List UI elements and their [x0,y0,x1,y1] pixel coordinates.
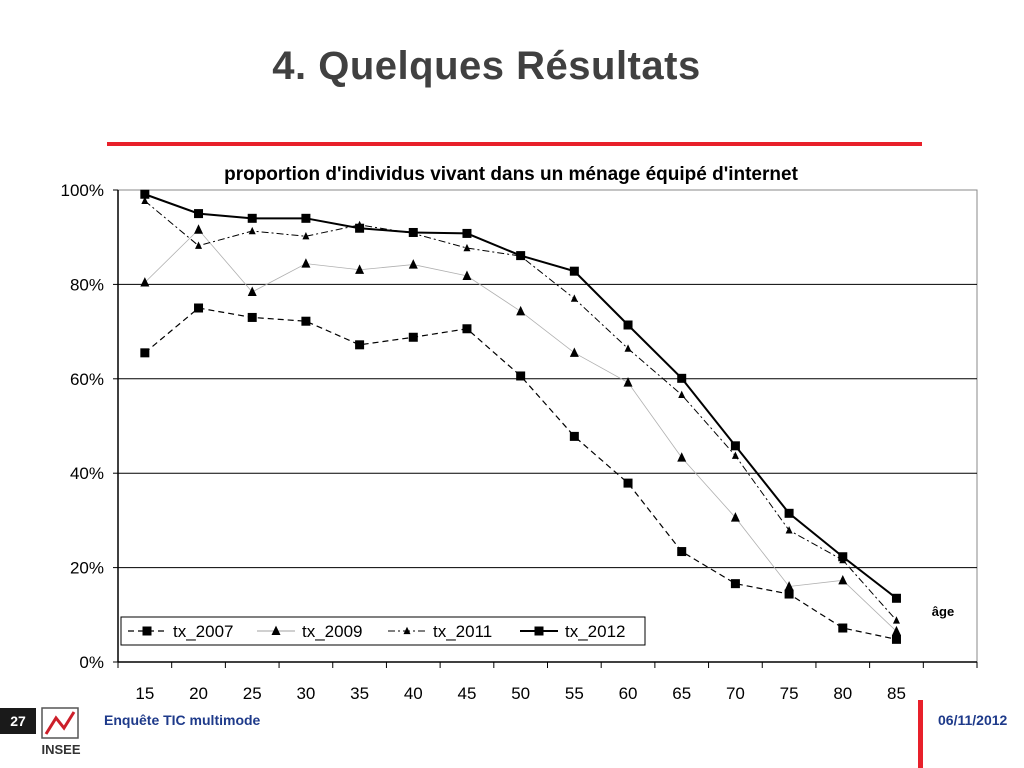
x-tick-label: 65 [672,684,691,703]
data-point-tx_2009 [784,581,794,591]
footer-date: 06/11/2012 [938,712,1008,728]
data-point-tx_2007 [891,634,901,644]
title-underline [107,142,922,146]
legend-marker-tx_2011 [403,626,411,635]
data-point-tx_2012 [408,227,418,237]
slide-title: 4. Quelques Résultats [272,44,701,88]
data-point-tx_2012 [838,552,848,562]
data-point-tx_2011 [678,390,686,398]
data-point-tx_2007 [516,371,526,381]
data-point-tx_2011 [570,294,578,302]
data-point-tx_2012 [730,441,740,451]
x-tick-label: 20 [189,684,208,703]
data-point-tx_2009 [516,305,526,316]
data-point-tx_2007 [194,303,204,313]
page-number: 27 [0,708,36,734]
data-point-tx_2011 [892,616,900,624]
series-line-tx_2011 [144,200,897,621]
data-point-tx_2011 [141,196,149,205]
data-point-tx_2009 [838,574,848,585]
data-point-tx_2009 [247,286,257,297]
data-point-tx_2011 [248,226,256,235]
x-tick-label: 50 [511,684,530,703]
data-point-tx_2012 [569,266,579,276]
y-tick-label: 0% [79,653,104,672]
data-point-tx_2007 [301,316,311,326]
data-point-tx_2009 [301,258,311,268]
data-point-tx_2012 [194,209,204,219]
data-point-tx_2009 [140,277,150,287]
data-point-tx_2007 [462,324,472,334]
data-point-tx_2011 [463,243,471,252]
y-tick-label: 40% [70,464,104,483]
x-axis-label: âge [932,604,954,619]
data-point-tx_2007 [569,431,579,441]
data-point-tx_2009 [677,452,687,462]
x-tick-label: 70 [726,684,745,703]
y-tick-label: 100% [61,181,104,200]
data-point-tx_2012 [301,213,311,223]
legend-label-tx_2009: tx_2009 [302,622,363,641]
data-point-tx_2009 [462,270,472,280]
data-point-tx_2009 [355,264,365,274]
data-point-tx_2012 [784,508,794,518]
data-point-tx_2007 [677,547,687,557]
data-point-tx_2009 [408,259,418,269]
series-line-tx_2007 [144,307,897,640]
data-point-tx_2007 [140,348,150,358]
x-tick-label: 55 [565,684,584,703]
data-point-tx_2009 [730,512,740,522]
legend-label-tx_2007: tx_2007 [173,622,234,641]
legend-marker-tx_2009 [271,625,281,636]
data-point-tx_2011 [731,451,739,459]
data-point-tx_2012 [462,228,472,238]
data-point-tx_2012 [891,593,901,603]
data-point-tx_2011 [195,241,203,249]
y-tick-label: 20% [70,559,104,578]
data-point-tx_2012 [677,373,687,383]
data-point-tx_2009 [194,224,204,234]
x-tick-label: 80 [833,684,852,703]
data-point-tx_2012 [140,189,150,199]
data-point-tx_2007 [784,589,794,599]
data-point-tx_2009 [569,347,579,357]
legend-label-tx_2012: tx_2012 [565,622,626,641]
x-tick-label: 15 [135,684,154,703]
data-point-tx_2007 [623,478,633,488]
data-point-tx_2007 [355,340,365,350]
x-tick-label: 35 [350,684,369,703]
footer-divider [918,700,923,768]
plot-area [117,189,978,663]
x-tick-label: 40 [404,684,423,703]
x-tick-label: 60 [619,684,638,703]
data-point-tx_2007 [730,579,740,589]
x-tick-label: 45 [458,684,477,703]
data-point-tx_2012 [623,320,633,330]
x-tick-label: 25 [243,684,262,703]
data-point-tx_2012 [516,251,526,261]
y-tick-label: 80% [70,275,104,294]
x-tick-label: 85 [887,684,906,703]
insee-logo: INSEE [41,707,81,757]
logo-text: INSEE [41,742,80,757]
data-point-tx_2009 [891,625,901,636]
data-point-tx_2012 [355,223,365,233]
x-tick-label: 75 [780,684,799,703]
data-point-tx_2007 [838,623,848,633]
legend-marker-tx_2007 [142,626,152,636]
legend-marker-tx_2012 [534,626,544,636]
legend-label-tx_2011: tx_2011 [433,622,492,641]
data-point-tx_2011 [785,526,793,534]
x-tick-label: 30 [296,684,315,703]
data-point-tx_2007 [247,312,257,322]
data-point-tx_2012 [247,213,257,223]
chart-title: proportion d'individus vivant dans un mé… [224,164,798,185]
data-point-tx_2011 [624,344,632,352]
data-point-tx_2007 [408,332,418,342]
footer-survey-name: Enquête TIC multimode [104,712,261,728]
data-point-tx_2011 [302,232,310,240]
data-point-tx_2009 [623,377,633,387]
y-tick-label: 60% [70,370,104,389]
